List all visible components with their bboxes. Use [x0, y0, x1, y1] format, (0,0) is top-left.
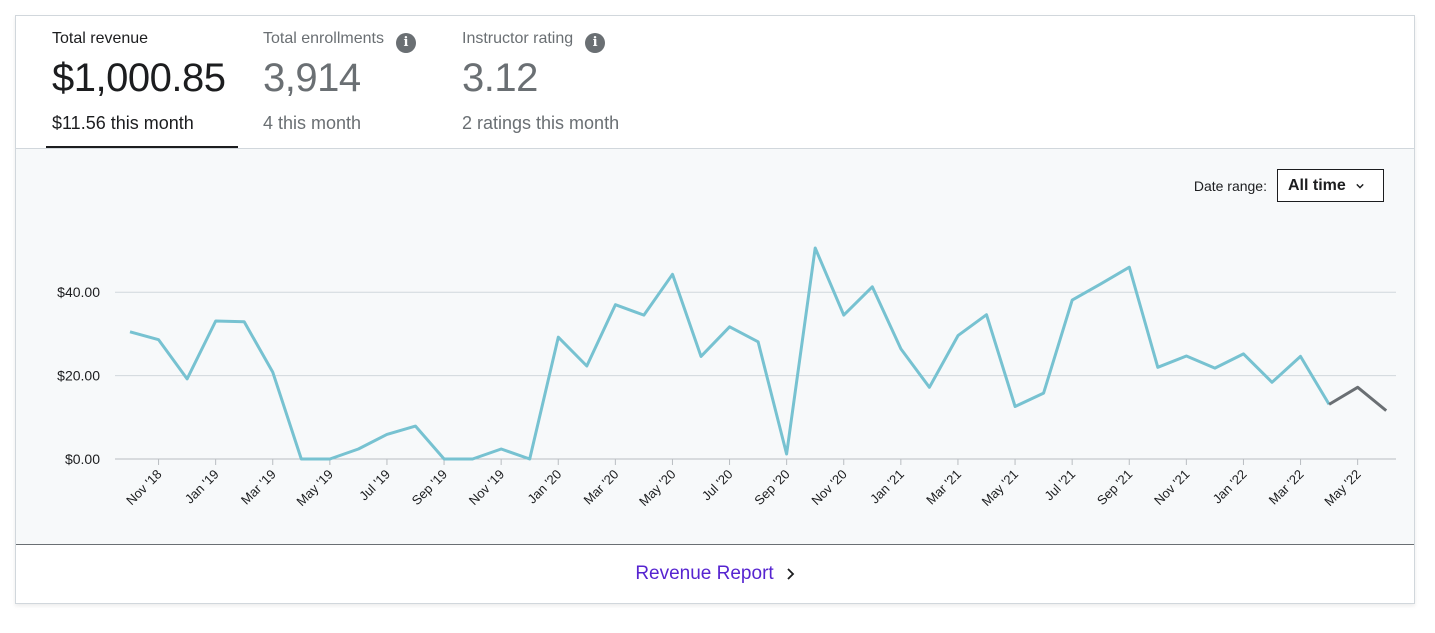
x-tick-label: Sep '19: [409, 467, 450, 508]
y-tick-label: $0.00: [65, 451, 100, 467]
tab-value: 3.12: [462, 56, 538, 100]
tab-label: Total revenue: [52, 30, 149, 47]
x-tick-label: Jul '21: [1041, 467, 1078, 504]
x-tick-label: May '21: [979, 467, 1022, 510]
date-range-label: Date range:: [1193, 177, 1267, 194]
tab-label: Instructor rating: [462, 30, 574, 47]
date-range-value: All time: [1288, 176, 1346, 194]
revenue-line-chart: $0.00 $20.00 $40.00 Nov '18 Jan '19 Mar '19 Ma…: [57, 246, 1396, 510]
x-tick-label: Nov '19: [466, 467, 507, 508]
x-tick-label: May '22: [1321, 467, 1364, 510]
x-tick-label: Jan '20: [524, 467, 564, 507]
tab-subtext: 2 ratings this month: [462, 113, 620, 133]
tab-label: Total enrollments: [263, 30, 384, 47]
x-tick-label: Mar '19: [238, 467, 279, 508]
metric-tabs: Total revenue $1,000.85 $11.56 this mont…: [16, 16, 1414, 149]
revenue-series-line-recent: [1328, 385, 1388, 412]
info-icon[interactable]: i: [395, 33, 416, 53]
tab-total-revenue[interactable]: Total revenue $1,000.85 $11.56 this mont…: [46, 16, 238, 148]
y-tick-label: $20.00: [57, 368, 100, 384]
chart-panel: $0.00 $20.00 $40.00 Nov '18 Jan '19 Mar '19 Ma…: [16, 149, 1414, 545]
x-tick-label: Jul '20: [699, 467, 736, 504]
x-tick-label: Sep '20: [751, 467, 792, 508]
analytics-card: Total revenue $1,000.85 $11.56 this mont…: [15, 15, 1415, 604]
date-range-control: Date range: All time: [1194, 169, 1384, 202]
tab-total-enrollments[interactable]: Total enrollments i 3,914 4 this month: [263, 16, 448, 148]
tab-instructor-rating[interactable]: Instructor rating i 3.12 2 ratings this m…: [462, 16, 662, 148]
x-tick-label: May '20: [636, 467, 679, 510]
tab-subtext: 4 this month: [263, 113, 362, 133]
tab-label-row: Total enrollments i: [263, 30, 416, 53]
tab-value: $1,000.85: [52, 56, 226, 100]
tab-label-row: Instructor rating i: [462, 30, 606, 53]
x-tick-label: Jul '19: [356, 467, 393, 504]
x-tick-label: Mar '22: [1266, 467, 1307, 508]
x-tick-label: Mar '20: [580, 467, 621, 508]
revenue-report-label: Revenue Report: [635, 563, 774, 584]
revenue-report-link[interactable]: Revenue Report: [635, 563, 794, 585]
x-tick-label: May '19: [293, 467, 336, 510]
x-tick-label: Nov '21: [1151, 467, 1192, 508]
tab-value: 3,914: [263, 56, 361, 100]
info-icon[interactable]: i: [585, 33, 606, 53]
tab-subtext: $11.56 this month: [52, 113, 194, 133]
date-range-select[interactable]: All time: [1277, 169, 1384, 202]
revenue-series-line: [129, 246, 1331, 461]
x-tick-label: Jan '21: [867, 467, 907, 507]
x-tick-label: Sep '21: [1094, 467, 1135, 508]
x-tick-label: Mar '21: [923, 467, 964, 508]
x-tick-label: Nov '18: [123, 467, 164, 508]
chevron-right-icon: [787, 568, 794, 580]
chevron-down-icon: [1356, 183, 1364, 189]
y-tick-label: $40.00: [57, 284, 100, 300]
x-tick-label: Jan '22: [1210, 467, 1250, 507]
card-footer: Revenue Report: [16, 545, 1414, 603]
x-tick-label: Jan '19: [182, 467, 222, 507]
x-tick-label: Nov '20: [808, 467, 849, 508]
